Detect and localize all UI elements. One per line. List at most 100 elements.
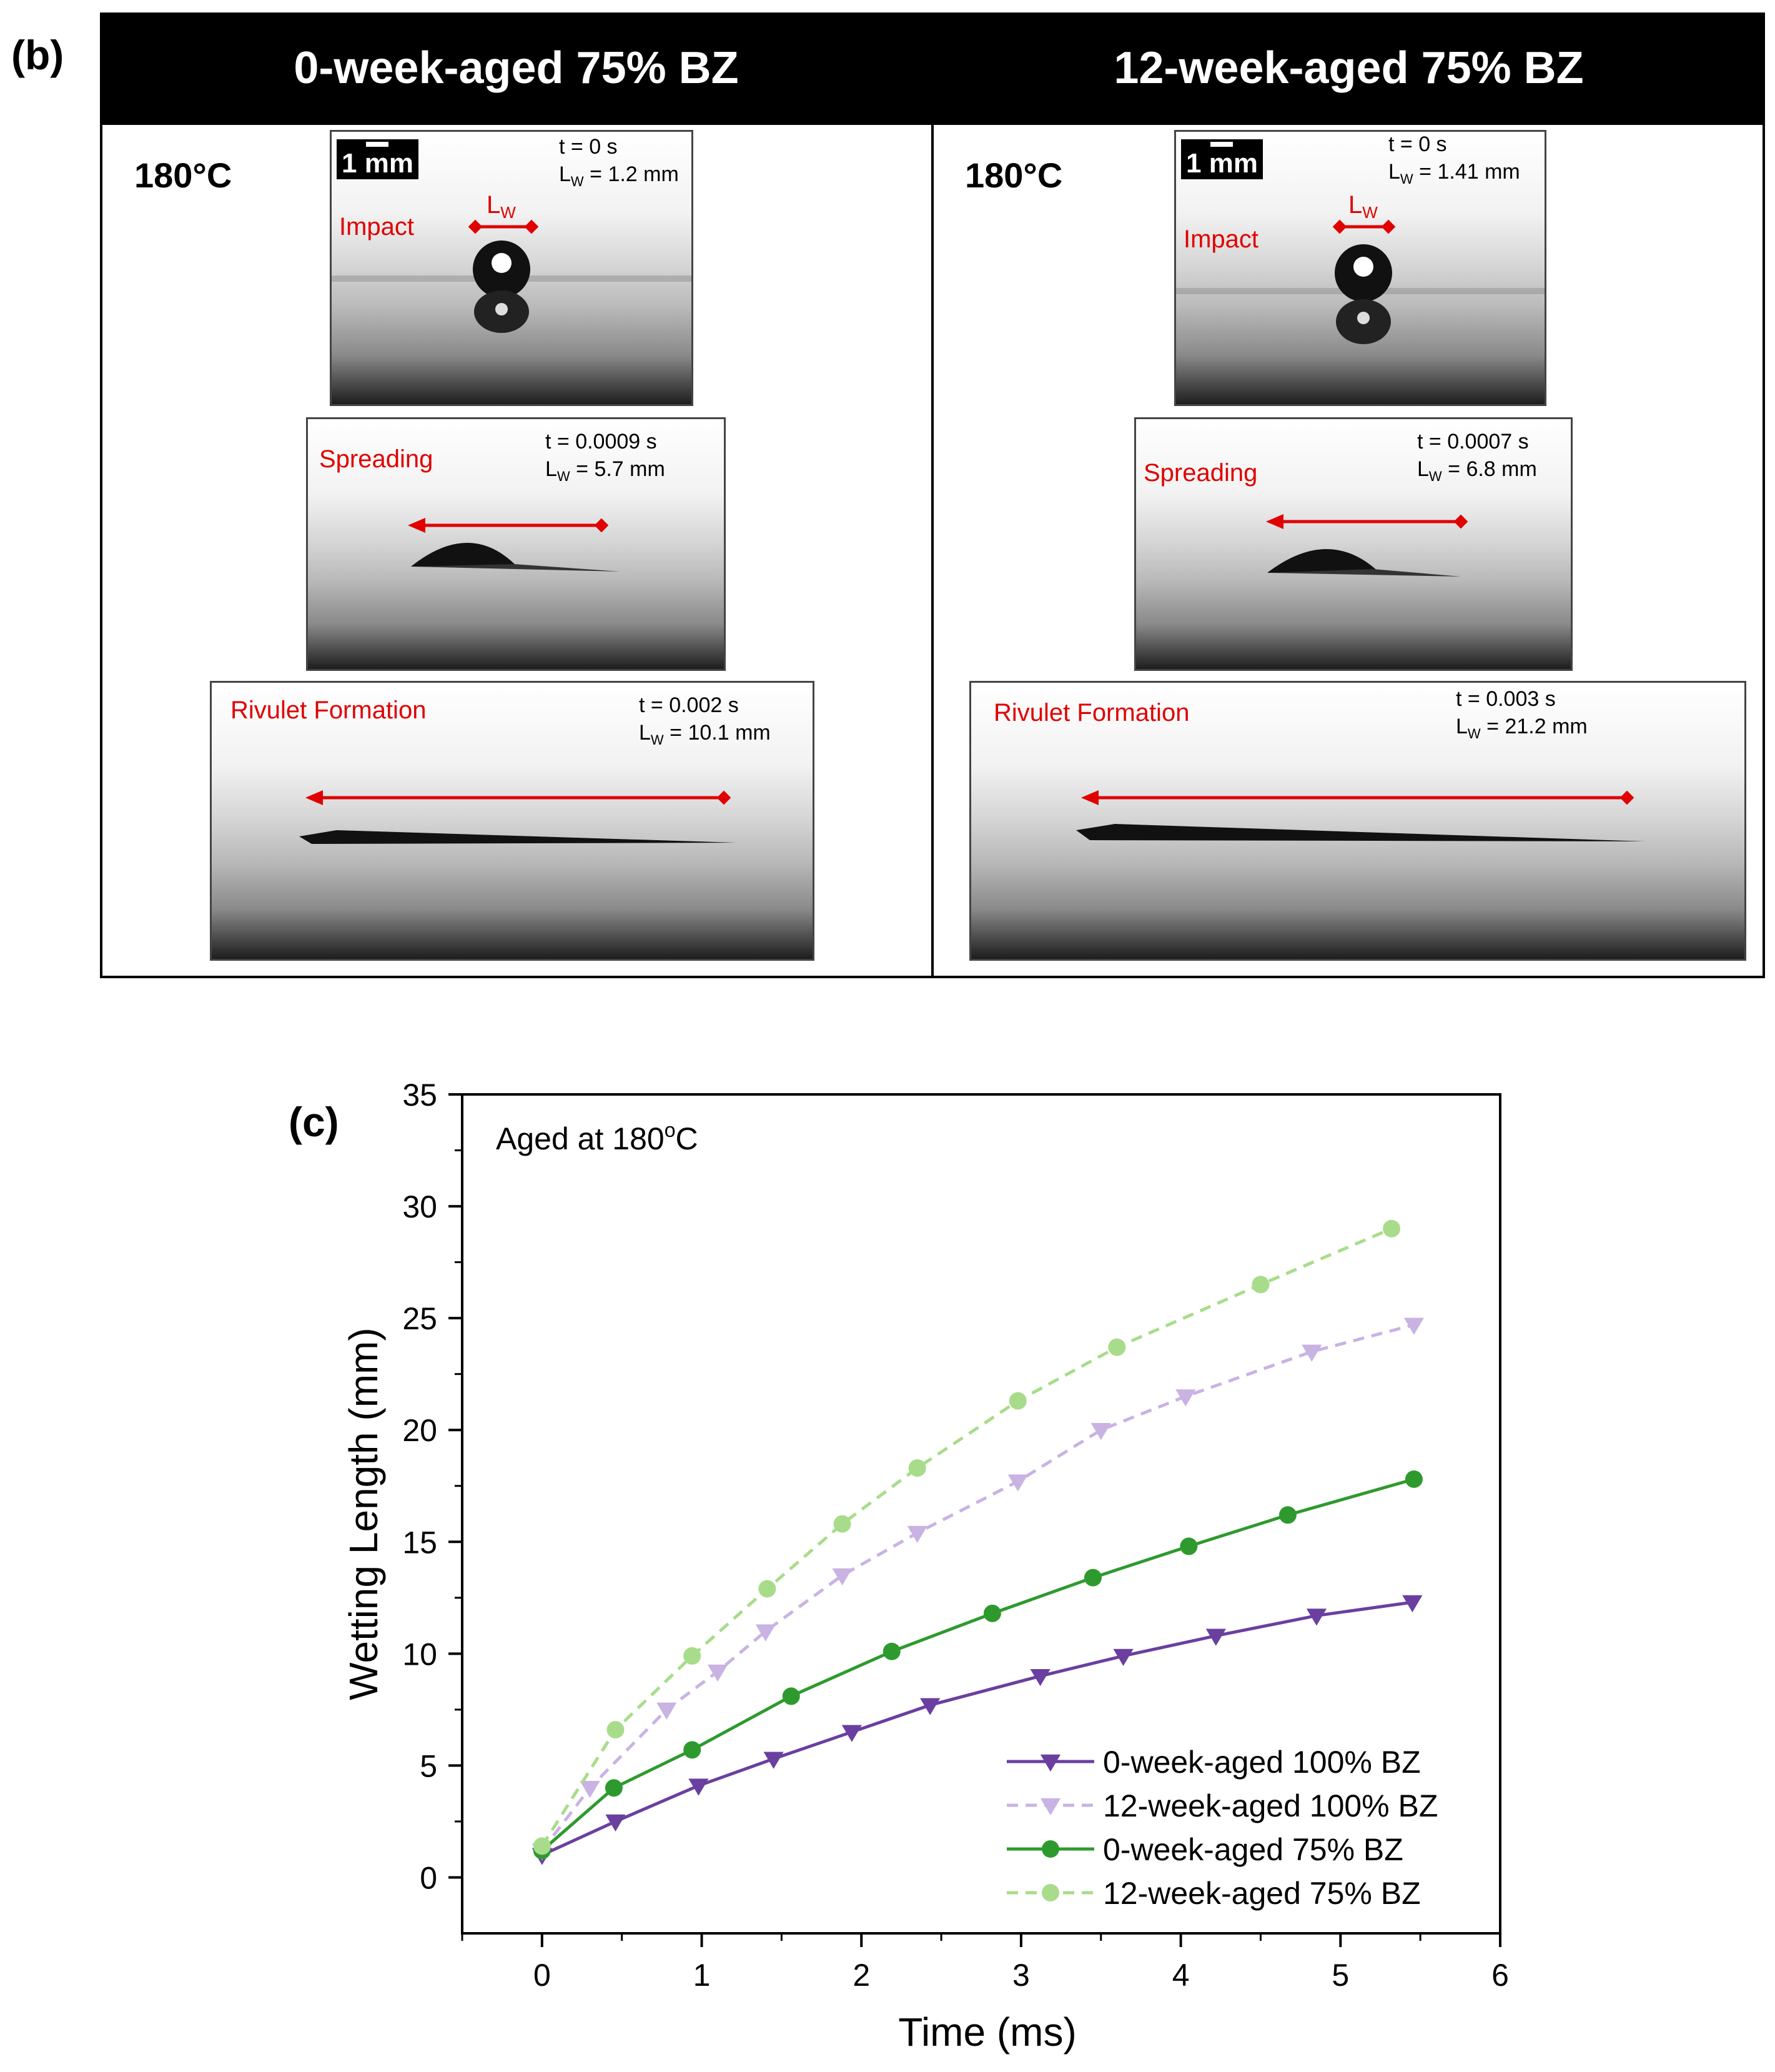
stage-lw: LW = 1.41 mm: [1388, 160, 1520, 187]
x-tick-label: 1: [693, 1958, 711, 1993]
data-point: [908, 1459, 926, 1477]
x-tick-label: 4: [1172, 1958, 1190, 1993]
series-line-1: [540, 1323, 1415, 1852]
stage-metadata: t = 0 s LW = 1.2 mm: [559, 133, 679, 196]
stage-time: t = 0.0009 s: [545, 430, 657, 454]
data-point: [1403, 1317, 1425, 1335]
column-1-rivulet-image: Rivulet Formation t = 0.003 s LW = 21.2 …: [969, 681, 1746, 961]
chart-annotation: Aged at 180oC: [496, 1119, 698, 1156]
data-point: [983, 1604, 1001, 1622]
x-tick-label: 3: [1012, 1958, 1030, 1993]
data-point: [763, 1752, 784, 1769]
scale-bar: 1 mm: [337, 139, 418, 179]
legend-entry: 0-week-aged 100% BZ: [1103, 1745, 1421, 1780]
stage-label: Spreading: [319, 445, 433, 473]
data-point: [1252, 1276, 1270, 1294]
data-point: [1383, 1219, 1401, 1237]
stage-time: t = 0.0007 s: [1417, 430, 1529, 454]
impact-droplet-drawing: LW: [1176, 191, 1545, 344]
stage-lw: LW = 6.8 mm: [1417, 457, 1537, 484]
panel-b-label: (b): [11, 32, 64, 78]
y-tick-label: 5: [420, 1748, 437, 1783]
data-point: [1030, 1668, 1051, 1687]
data-point: [1084, 1569, 1102, 1587]
data-point: [656, 1702, 677, 1720]
data-point: [755, 1624, 776, 1642]
column-1-impact-image: 1 mm Impact t = 0 s LW = 1.41 mm LW: [1174, 130, 1546, 406]
legend-marker: [1040, 1798, 1061, 1816]
stage-metadata: t = 0.0009 s LW = 5.7 mm: [545, 428, 665, 490]
stage-time: t = 0.002 s: [639, 693, 739, 717]
data-point: [920, 1698, 941, 1715]
y-tick-label: 10: [402, 1637, 437, 1672]
y-tick-label: 25: [402, 1301, 437, 1336]
legend-marker: [1040, 1754, 1061, 1772]
stage-time: t = 0 s: [1388, 132, 1447, 156]
data-point: [605, 1814, 626, 1832]
legend-entry: 0-week-aged 75% BZ: [1103, 1832, 1403, 1867]
stage-label: Rivulet Formation: [230, 696, 427, 724]
spreading-droplet-drawing: [1266, 514, 1468, 577]
column-0-title: 0-week-aged 75% BZ: [294, 43, 739, 93]
x-tick-label: 0: [533, 1958, 551, 1993]
legend-marker: [1042, 1840, 1059, 1858]
stage-lw: LW = 5.7 mm: [545, 457, 665, 484]
data-point: [606, 1721, 625, 1739]
data-point: [533, 1837, 551, 1855]
legend-marker: [1042, 1884, 1059, 1901]
data-point: [833, 1515, 851, 1533]
data-point: [1108, 1338, 1126, 1356]
panel-b-divider: [931, 125, 934, 978]
panel-b-header: [100, 12, 1765, 125]
y-tick-label: 15: [402, 1525, 437, 1560]
data-point: [688, 1778, 709, 1796]
column-1-spreading-image: Spreading t = 0.0007 s LW = 6.8 mm: [1134, 417, 1573, 671]
stage-metadata: t = 0.003 s LW = 21.2 mm: [1456, 685, 1588, 748]
rivulet-drawing: [299, 790, 736, 844]
y-axis-label: Wetting Length (mm): [341, 1327, 386, 1700]
stage-label: Impact: [339, 213, 415, 240]
panel-c-label: (c): [289, 1099, 339, 1145]
y-tick-label: 0: [420, 1860, 437, 1895]
column-0-temperature: 180°C: [134, 156, 232, 195]
data-point: [1306, 1609, 1327, 1626]
data-point: [1402, 1595, 1423, 1613]
stage-label: Spreading: [1144, 459, 1258, 487]
data-point: [832, 1568, 853, 1586]
data-point: [841, 1725, 862, 1742]
x-tick-label: 6: [1491, 1958, 1509, 1993]
legend-entry: 12-week-aged 75% BZ: [1103, 1876, 1421, 1911]
data-point: [605, 1779, 623, 1797]
column-0-impact-image: 1 mm Impact t = 0 s LW = 1.2 mm LW: [330, 130, 693, 406]
legend-entry: 12-week-aged 100% BZ: [1103, 1788, 1438, 1823]
data-point: [683, 1741, 701, 1759]
data-point: [883, 1642, 901, 1660]
data-point: [1090, 1423, 1111, 1440]
column-0-spreading-image: Spreading t = 0.0009 s LW = 5.7 mm: [306, 417, 726, 671]
y-tick-label: 20: [402, 1413, 437, 1448]
stage-metadata: t = 0.002 s LW = 10.1 mm: [639, 691, 771, 754]
data-point: [1009, 1392, 1027, 1410]
data-point: [708, 1664, 728, 1682]
x-axis-label: Time (ms): [898, 2010, 1077, 2055]
rivulet-drawing: [1076, 790, 1646, 841]
series-line-3: [540, 1227, 1393, 1847]
scale-bar-label: 1 mm: [342, 148, 413, 179]
data-point: [782, 1687, 800, 1705]
plot-frame: [461, 1093, 1501, 1935]
column-1-temperature: 180°C: [965, 156, 1063, 195]
data-point: [1405, 1470, 1423, 1488]
data-point: [758, 1580, 776, 1598]
stage-metadata: t = 0 s LW = 1.41 mm: [1388, 132, 1520, 193]
data-point: [580, 1781, 600, 1798]
data-point: [1278, 1506, 1297, 1524]
data-point: [1302, 1344, 1322, 1362]
stage-lw: LW = 1.2 mm: [559, 162, 679, 189]
y-tick-label: 30: [402, 1189, 437, 1224]
stage-lw: LW = 21.2 mm: [1456, 715, 1588, 741]
y-tick-label: 35: [402, 1078, 437, 1113]
column-0-rivulet-image: Rivulet Formation t = 0.002 s LW = 10.1 …: [210, 681, 814, 961]
scale-bar: 1 mm: [1181, 139, 1263, 179]
spreading-droplet-drawing: [408, 518, 620, 572]
